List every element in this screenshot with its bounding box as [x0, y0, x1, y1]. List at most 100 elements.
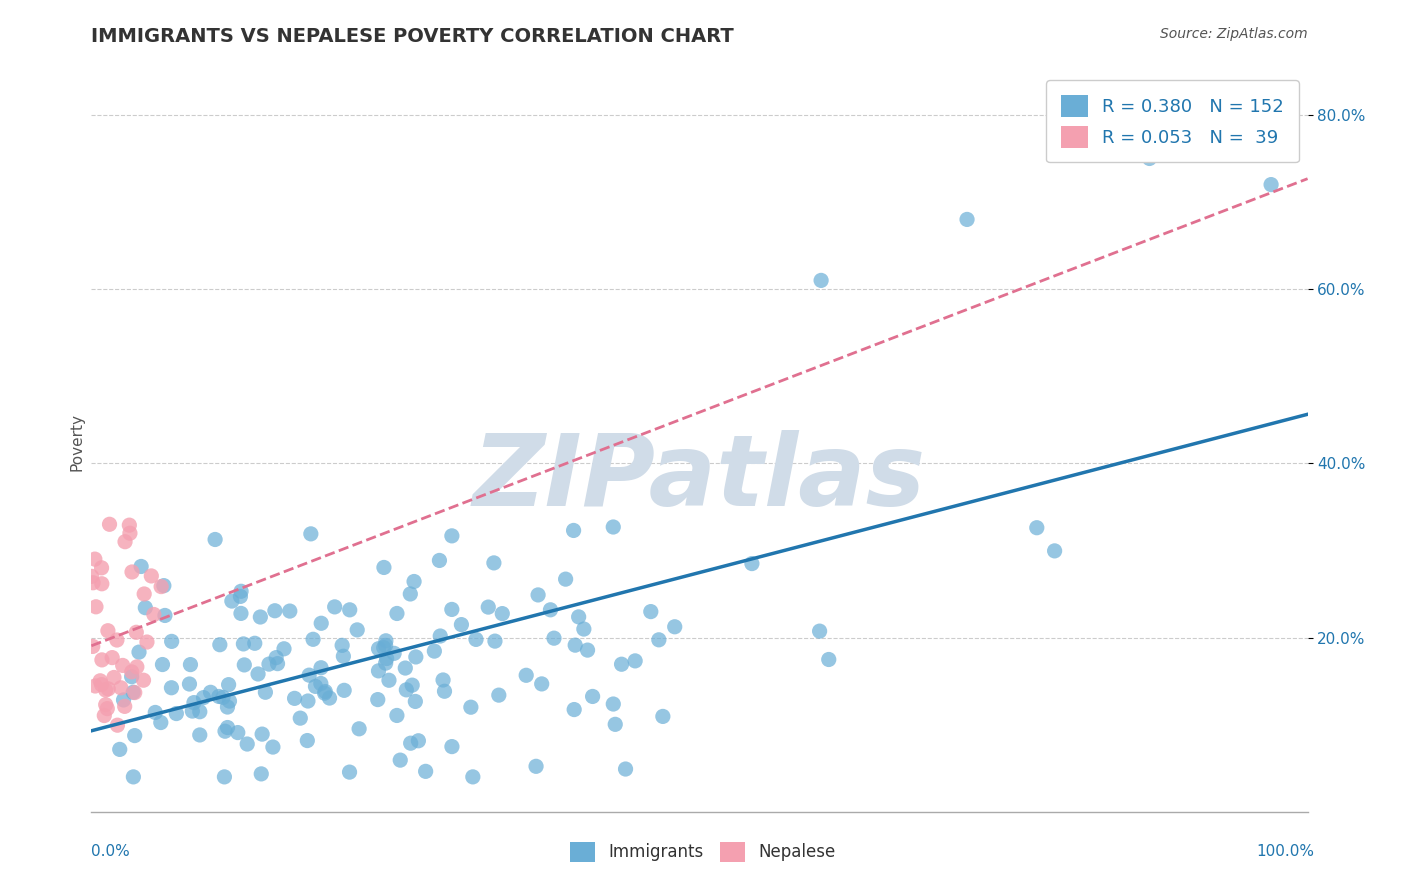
Nepalese [111, 658, 134, 673]
Nepalese [114, 699, 136, 714]
Immigrants [218, 678, 240, 692]
Immigrants [461, 770, 484, 784]
Nepalese [105, 633, 128, 648]
Immigrants [374, 656, 396, 670]
Immigrants [564, 638, 586, 652]
Immigrants [212, 690, 235, 705]
Immigrants [314, 686, 336, 700]
Nepalese [89, 673, 111, 688]
Immigrants [323, 599, 346, 614]
Immigrants [250, 767, 273, 781]
Immigrants [128, 645, 150, 659]
Nepalese [132, 673, 155, 688]
Immigrants [278, 604, 301, 618]
Immigrants [266, 657, 288, 671]
Nepalese [103, 670, 125, 684]
Immigrants [423, 644, 446, 658]
Immigrants [217, 721, 239, 735]
Immigrants [375, 651, 398, 665]
Immigrants [214, 724, 236, 739]
Text: 0.0%: 0.0% [91, 845, 131, 859]
Immigrants [808, 624, 831, 639]
Immigrants [433, 684, 456, 698]
Immigrants [232, 637, 254, 651]
Immigrants [956, 212, 979, 227]
Immigrants [367, 641, 389, 656]
Nepalese [83, 552, 105, 566]
Nepalese [98, 517, 121, 532]
Immigrants [262, 740, 284, 755]
Immigrants [160, 681, 183, 695]
Immigrants [208, 690, 231, 704]
Immigrants [332, 649, 354, 664]
Immigrants [152, 657, 174, 672]
Immigrants [297, 733, 319, 747]
Immigrants [405, 649, 427, 664]
Immigrants [153, 608, 176, 623]
Immigrants [415, 764, 437, 779]
Immigrants [640, 605, 662, 619]
Immigrants [249, 610, 271, 624]
Nepalese [121, 665, 143, 679]
Immigrants [188, 728, 211, 742]
Immigrants [339, 603, 361, 617]
Nepalese [97, 681, 120, 696]
Immigrants [298, 668, 321, 682]
Immigrants [374, 633, 396, 648]
Immigrants [208, 638, 231, 652]
Immigrants [440, 602, 463, 616]
Immigrants [741, 557, 763, 571]
Nepalese [121, 565, 143, 579]
Immigrants [121, 670, 143, 684]
Nepalese [125, 660, 148, 674]
Text: Source: ZipAtlas.com: Source: ZipAtlas.com [1160, 27, 1308, 41]
Immigrants [572, 622, 595, 636]
Immigrants [491, 607, 513, 621]
Immigrants [367, 664, 389, 678]
Text: IMMIGRANTS VS NEPALESE POVERTY CORRELATION CHART: IMMIGRANTS VS NEPALESE POVERTY CORRELATI… [91, 27, 734, 45]
Immigrants [134, 600, 156, 615]
Immigrants [250, 727, 273, 741]
Immigrants [122, 770, 145, 784]
Immigrants [614, 762, 637, 776]
Immigrants [346, 623, 368, 637]
Immigrants [112, 693, 135, 707]
Immigrants [314, 684, 336, 698]
Immigrants [233, 657, 256, 672]
Immigrants [460, 700, 482, 714]
Immigrants [394, 661, 416, 675]
Immigrants [530, 677, 553, 691]
Immigrants [247, 667, 270, 681]
Immigrants [193, 690, 215, 705]
Immigrants [429, 629, 451, 643]
Nepalese [90, 576, 112, 591]
Immigrants [385, 708, 408, 723]
Nepalese [97, 624, 120, 638]
Nepalese [94, 698, 117, 712]
Immigrants [143, 706, 166, 720]
Nepalese [90, 678, 112, 692]
Immigrants [605, 717, 627, 731]
Immigrants [408, 733, 430, 747]
Immigrants [257, 657, 280, 672]
Immigrants [488, 688, 510, 702]
Legend: Immigrants, Nepalese: Immigrants, Nepalese [562, 833, 844, 871]
Y-axis label: Poverty: Poverty [69, 412, 84, 471]
Immigrants [399, 587, 422, 601]
Immigrants [149, 715, 172, 730]
Immigrants [188, 705, 211, 719]
Nepalese [118, 518, 141, 533]
Nepalese [90, 561, 112, 575]
Immigrants [440, 529, 463, 543]
Immigrants [309, 661, 332, 675]
Immigrants [378, 673, 401, 688]
Immigrants [1260, 178, 1282, 192]
Immigrants [610, 657, 633, 672]
Immigrants [330, 638, 353, 652]
Immigrants [217, 700, 239, 714]
Nepalese [90, 653, 112, 667]
Immigrants [153, 579, 176, 593]
Immigrants [214, 770, 236, 784]
Immigrants [160, 634, 183, 648]
Immigrants [581, 690, 603, 704]
